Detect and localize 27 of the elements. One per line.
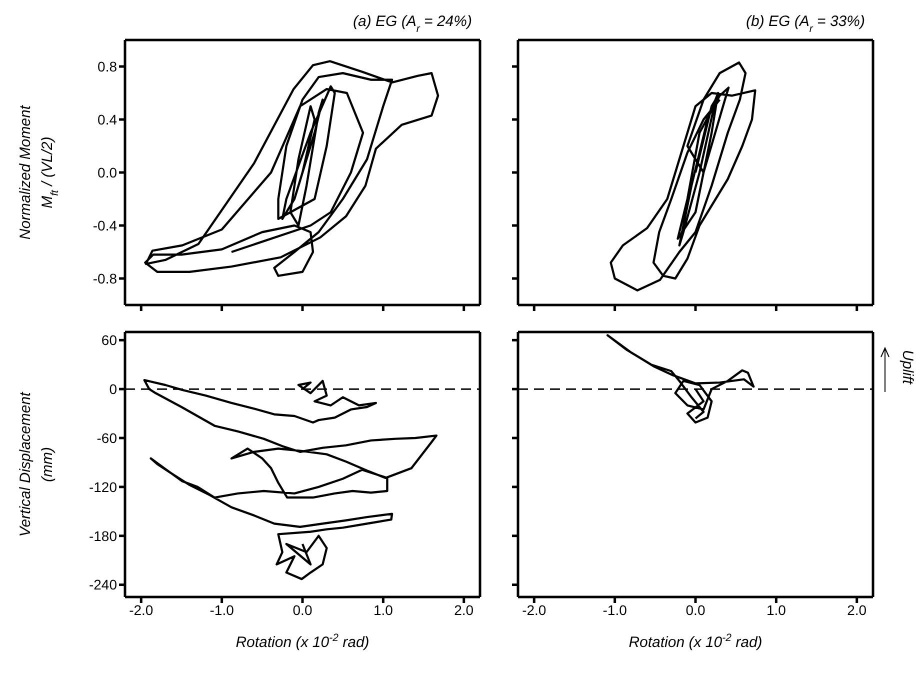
- y-tick-label: 0.4: [98, 111, 118, 128]
- x-tick-label: 2.0: [454, 602, 474, 618]
- x-tick-label: 0.0: [292, 602, 312, 618]
- x-tick-label: -2.0: [522, 602, 546, 618]
- text: Uplift: [899, 350, 916, 385]
- x-tick-label: -2.0: [129, 602, 154, 618]
- chart-title: (b) EG (A$_{r}$ = 33%): [746, 13, 865, 35]
- y-tick-label: 0.8: [98, 58, 118, 74]
- y-tick-label: 0.0: [98, 164, 118, 180]
- y-tick-label: -120: [88, 478, 118, 495]
- chart-title: (a) EG (A$_{r}$ = 24%): [353, 13, 472, 35]
- x-tick-label: -1.0: [602, 602, 628, 618]
- x-axis-title: Rotation (x 10$^{-2}$ rad): [236, 632, 370, 651]
- x-tick-label: -1.0: [210, 602, 234, 618]
- y-tick-label: -240: [88, 576, 118, 593]
- y-tick-label: -0.8: [92, 270, 118, 286]
- y-tick-label: 0: [109, 381, 118, 398]
- y-tick-label: -60: [96, 430, 118, 446]
- x-tick-label: 0.0: [686, 602, 706, 618]
- y-axis-title: Vertical Displacement (mm): [17, 391, 56, 537]
- y-tick-label: 60: [101, 332, 118, 348]
- y-tick-label: -0.4: [92, 217, 118, 234]
- y-tick-label: -180: [88, 528, 118, 544]
- x-tick-label: 1.0: [766, 602, 786, 618]
- x-axis-title: Rotation (x 10$^{-2}$ rad): [628, 632, 762, 651]
- x-tick-label: 1.0: [373, 602, 394, 618]
- x-tick-label: 2.0: [847, 602, 867, 618]
